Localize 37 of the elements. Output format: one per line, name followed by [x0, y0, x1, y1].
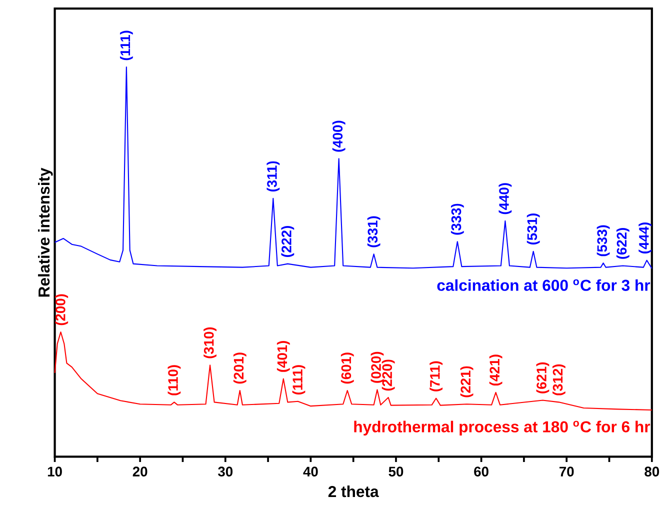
annotation: (531) — [526, 214, 540, 244]
series-label: calcination at 600 $^{o}$C for 3 hr — [437, 279, 650, 291]
annotation: (331) — [367, 216, 380, 248]
x-tick-label: 30 — [218, 466, 233, 476]
annotation: (400) — [332, 120, 346, 152]
annotation: (111) — [120, 30, 133, 60]
annotation: (444) — [638, 222, 652, 254]
annotation: (201) — [233, 352, 246, 384]
annotation: (222) — [281, 226, 294, 257]
x-tick-label: 40 — [303, 466, 318, 476]
x-axis-title: 2 theta — [328, 486, 379, 498]
x-tick-label: 60 — [474, 466, 488, 476]
annotation: (440) — [498, 183, 512, 214]
annotation: (421) — [489, 354, 502, 386]
annotation: (110) — [168, 365, 181, 396]
annotation: (333) — [450, 204, 464, 235]
annotation: (622) — [616, 228, 630, 259]
annotation: (111) — [292, 365, 306, 395]
annotation: (711) — [430, 361, 443, 392]
series-label: hydrothermal process at 180 $^{o}$C for 6 hr — [354, 420, 650, 436]
y-axis-title: Relative intensity — [38, 168, 53, 297]
annotation: (200) — [55, 294, 68, 326]
x-tick-label: 70 — [560, 466, 574, 476]
annotation: (020) — [370, 352, 384, 383]
annotation: (221) — [460, 366, 474, 398]
x-tick-label: 20 — [132, 466, 148, 476]
annotation: (310) — [204, 327, 216, 358]
annotation: (533) — [596, 225, 610, 256]
x-tick-label: 80 — [644, 466, 660, 476]
x-tick-label: 10 — [48, 466, 62, 476]
annotation: (621) — [536, 362, 550, 394]
x-tick-label: 50 — [388, 466, 404, 476]
annotation: (601) — [340, 352, 354, 384]
annotation: (220) — [382, 360, 395, 391]
annotation: (401) — [276, 340, 290, 372]
annotation: (311) — [266, 161, 280, 192]
annotation: (312) — [552, 364, 566, 396]
